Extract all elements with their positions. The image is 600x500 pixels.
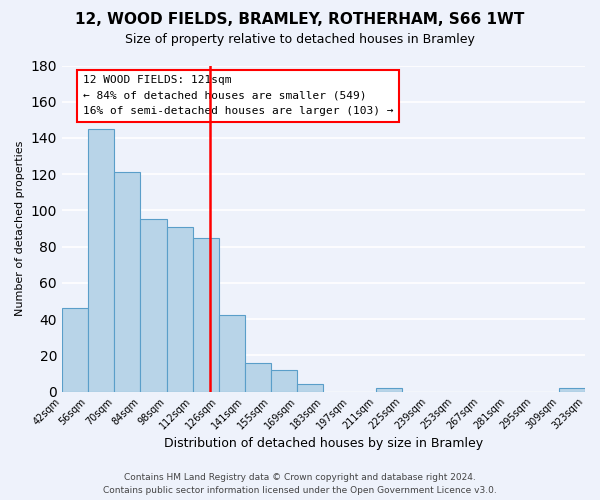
- Bar: [167, 226, 193, 392]
- Bar: [559, 388, 585, 392]
- Bar: [140, 220, 167, 392]
- Text: 12 WOOD FIELDS: 121sqm
← 84% of detached houses are smaller (549)
16% of semi-de: 12 WOOD FIELDS: 121sqm ← 84% of detached…: [83, 76, 394, 116]
- Text: Size of property relative to detached houses in Bramley: Size of property relative to detached ho…: [125, 32, 475, 46]
- Bar: [271, 370, 298, 392]
- Bar: [114, 172, 140, 392]
- Bar: [88, 129, 114, 392]
- Bar: [193, 238, 219, 392]
- Bar: [62, 308, 88, 392]
- Text: Contains HM Land Registry data © Crown copyright and database right 2024.
Contai: Contains HM Land Registry data © Crown c…: [103, 473, 497, 495]
- Text: 12, WOOD FIELDS, BRAMLEY, ROTHERHAM, S66 1WT: 12, WOOD FIELDS, BRAMLEY, ROTHERHAM, S66…: [76, 12, 524, 28]
- Y-axis label: Number of detached properties: Number of detached properties: [15, 141, 25, 316]
- X-axis label: Distribution of detached houses by size in Bramley: Distribution of detached houses by size …: [164, 437, 483, 450]
- Bar: [245, 362, 271, 392]
- Bar: [219, 316, 245, 392]
- Bar: [298, 384, 323, 392]
- Bar: [376, 388, 402, 392]
